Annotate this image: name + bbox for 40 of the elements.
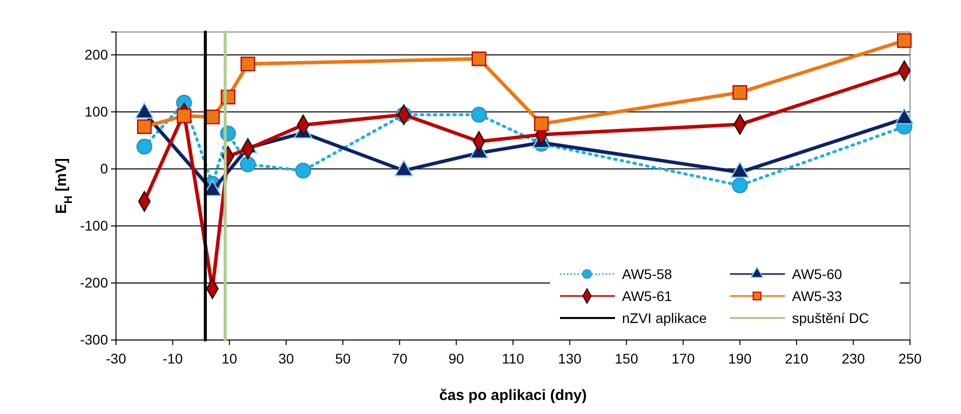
y-tick-label: 200 xyxy=(84,46,108,62)
x-axis-title: čas po aplikaci (dny) xyxy=(439,387,587,404)
point xyxy=(240,56,256,72)
legend-label: AW5-60 xyxy=(792,266,842,282)
point xyxy=(732,177,748,194)
x-tick-label: 210 xyxy=(784,350,808,366)
point xyxy=(240,156,256,172)
legend-label: spuštění DC xyxy=(792,310,870,326)
y-tick-label: -100 xyxy=(80,217,108,234)
legend-label: nZVI aplikace xyxy=(622,310,708,326)
point xyxy=(176,108,192,124)
x-tick-label: 10 xyxy=(222,350,238,366)
point xyxy=(472,52,486,66)
x-tick-label: 150 xyxy=(614,350,638,366)
x-tick-label: 230 xyxy=(842,350,866,366)
x-tick-label: 90 xyxy=(448,350,464,366)
y-tick-label: 0 xyxy=(100,160,108,176)
x-tick-label: -30 xyxy=(106,350,126,366)
legend-label: AW5-33 xyxy=(792,288,842,304)
point xyxy=(534,116,549,132)
legend-label: AW5-61 xyxy=(622,288,672,304)
x-tick-label: 130 xyxy=(558,350,582,366)
point xyxy=(897,33,912,48)
y-tick-label: -200 xyxy=(80,274,108,290)
point xyxy=(732,85,748,100)
x-tick-label: 110 xyxy=(502,350,524,366)
legend-label: AW5-58 xyxy=(622,266,672,282)
x-tick-label: 170 xyxy=(671,350,696,366)
y-tick-label: 100 xyxy=(84,103,108,120)
x-tick-label: 70 xyxy=(392,350,408,366)
x-tick-label: 250 xyxy=(898,350,922,366)
y-tick-label: -300 xyxy=(80,331,108,348)
x-tick-label: 190 xyxy=(728,350,752,366)
x-tick-label: 50 xyxy=(335,350,351,366)
x-tick-label: 30 xyxy=(278,350,294,366)
point xyxy=(471,106,487,123)
x-tick-label: -10 xyxy=(162,350,184,366)
point xyxy=(137,119,152,134)
point xyxy=(295,162,312,179)
point xyxy=(136,138,152,155)
